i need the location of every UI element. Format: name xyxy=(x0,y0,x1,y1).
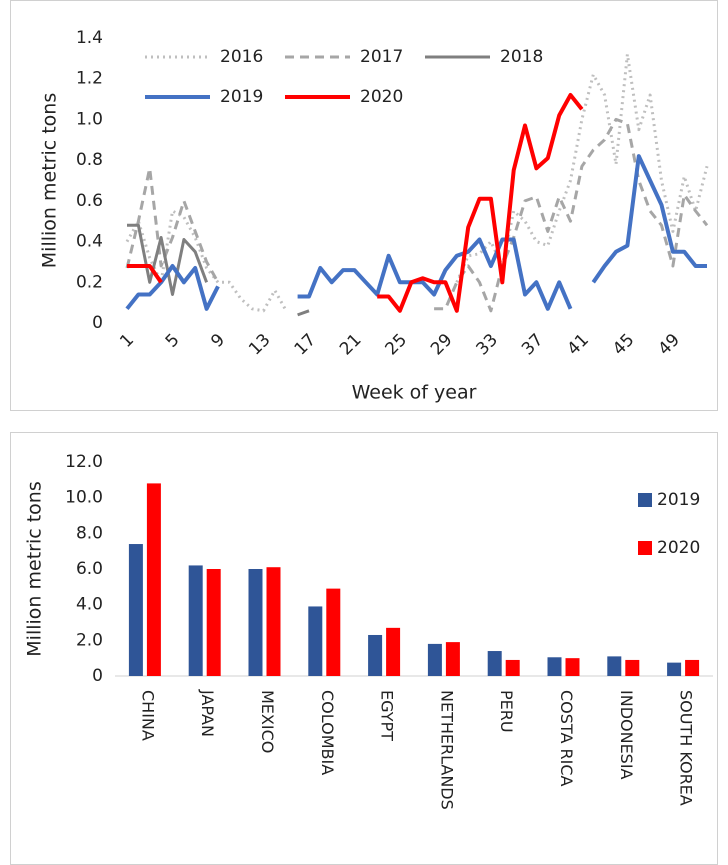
y-axis-title: Million metric tons xyxy=(24,481,46,656)
legend-swatch xyxy=(638,541,652,555)
bar xyxy=(427,643,442,676)
y-tick-label: 2.0 xyxy=(76,630,103,650)
legend-label: 2017 xyxy=(360,47,403,67)
bar xyxy=(248,569,263,676)
x-tick-label: PERU xyxy=(497,690,516,733)
chart-frame xyxy=(10,0,718,411)
y-tick-label: 10.0 xyxy=(65,488,103,508)
bar xyxy=(386,627,401,676)
line-series xyxy=(125,154,707,311)
chart-frame xyxy=(10,432,718,865)
bar xyxy=(487,651,502,676)
y-tick-label: 0 xyxy=(92,313,103,333)
bar xyxy=(547,657,562,676)
y-tick-label: 4.0 xyxy=(76,595,103,615)
y-tick-label: 1.4 xyxy=(76,28,103,48)
bar xyxy=(188,565,203,676)
x-axis-title: Week of year xyxy=(352,382,477,404)
x-tick-label: CHINA xyxy=(138,690,157,741)
line-series xyxy=(127,93,584,313)
x-tick-label: SOUTH KOREA xyxy=(677,690,696,806)
y-tick-label: 6.0 xyxy=(76,559,103,579)
legend-label: 2018 xyxy=(500,47,543,67)
legend-label: 2019 xyxy=(220,87,263,107)
bar xyxy=(146,483,161,676)
y-tick-label: 12.0 xyxy=(65,452,103,472)
x-tick-label: JAPAN xyxy=(198,689,217,737)
x-tick-label: COLOMBIA xyxy=(318,690,337,775)
y-axis-title: Million metric tons xyxy=(39,93,61,268)
bar xyxy=(445,642,460,676)
x-tick-label: NETHERLANDS xyxy=(437,690,456,810)
y-tick-label: 0.2 xyxy=(76,272,103,292)
bar xyxy=(308,606,323,676)
bar xyxy=(505,659,520,676)
y-tick-label: 1.2 xyxy=(76,69,103,89)
line-series xyxy=(125,52,709,313)
bar xyxy=(128,544,143,676)
x-tick-label: EGYPT xyxy=(378,690,397,741)
x-tick-label: COSTA RICA xyxy=(557,690,576,786)
y-tick-label: 0 xyxy=(92,666,103,686)
line-series xyxy=(127,223,310,317)
line-series xyxy=(125,117,709,313)
bar xyxy=(266,567,281,676)
y-tick-label: 0.6 xyxy=(76,191,103,211)
y-tick-label: 0.4 xyxy=(76,232,103,252)
x-tick-label: INDONESIA xyxy=(617,690,636,780)
bar xyxy=(667,662,682,676)
legend-label: 2020 xyxy=(360,87,403,107)
bar xyxy=(685,659,700,676)
bar xyxy=(206,569,221,676)
y-tick-label: 0.8 xyxy=(76,150,103,170)
bar xyxy=(565,658,580,676)
bar xyxy=(326,588,341,676)
legend-label: 2020 xyxy=(657,538,700,558)
legend-label: 2019 xyxy=(657,490,700,510)
y-tick-label: 8.0 xyxy=(76,523,103,543)
legend-label: 2016 xyxy=(220,47,263,67)
bar xyxy=(625,659,640,676)
y-tick-label: 1.0 xyxy=(76,109,103,129)
x-tick-label: MEXICO xyxy=(258,690,277,753)
legend-swatch xyxy=(638,493,652,507)
bar xyxy=(368,634,383,676)
bar xyxy=(607,656,622,676)
